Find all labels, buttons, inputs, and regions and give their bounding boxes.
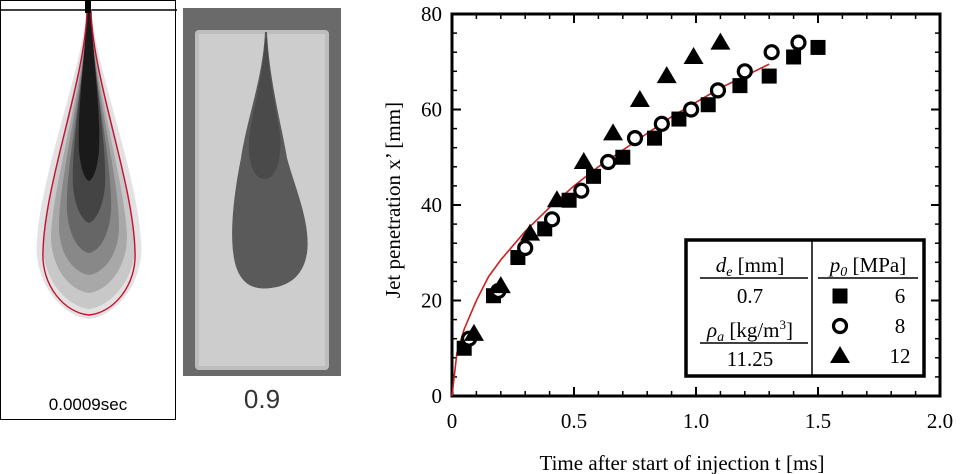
data-point-square	[615, 149, 631, 165]
data-point-circle	[709, 82, 727, 99]
x-tick-label: 1.0	[683, 409, 709, 433]
data-point-circle	[736, 63, 753, 80]
data-point-triangle	[683, 46, 704, 64]
data-point-circle	[683, 101, 700, 118]
legend-rho-header: ρa [kg/m3]	[706, 317, 793, 345]
data-point-triangle	[656, 66, 677, 84]
data-point-triangle	[629, 89, 650, 107]
data-point-square	[671, 111, 687, 127]
data-point-circle	[763, 44, 780, 61]
legend-label: 12	[890, 344, 911, 368]
data-point-circle	[543, 211, 561, 228]
photo-time-label: 0.9	[243, 384, 281, 414]
data-point-triangle	[573, 152, 594, 170]
legend: de [mm] 0.7 ρa [kg/m3] 11.25 p0 [MPa] 6 8…	[684, 238, 926, 378]
legend-entries: 6 8 12	[830, 284, 911, 368]
data-point-triangle	[520, 223, 541, 241]
legend-marker-triangle	[830, 346, 850, 363]
data-markers	[456, 32, 826, 356]
y-tick-label: 40	[421, 193, 442, 217]
legend-label: 6	[895, 284, 906, 308]
simulation-time-label: 0.0009sec	[48, 395, 128, 414]
experiment-photo	[183, 8, 341, 384]
legend-de-value: 0.7	[737, 284, 763, 308]
legend-rho-value: 11.25	[727, 347, 773, 371]
data-point-triangle	[490, 276, 511, 294]
axis-tick-labels: 0 0.5 1.0 1.5 2.0 0 20 40 60 80	[421, 2, 953, 433]
y-tick-label: 80	[421, 2, 442, 26]
legend-p-header: p0 [MPa]	[828, 253, 906, 280]
data-point-square	[586, 168, 602, 184]
x-axis-label: Time after start of injection t [ms]	[540, 451, 825, 474]
x-tick-label: 2.0	[927, 409, 953, 433]
data-point-square	[700, 97, 716, 113]
data-point-circle	[573, 182, 590, 199]
data-point-circle	[653, 115, 670, 132]
data-point-circle	[600, 153, 617, 171]
data-point-triangle	[546, 190, 567, 208]
data-point-triangle	[710, 32, 731, 50]
data-point-circle	[517, 239, 534, 257]
data-point-square	[561, 192, 577, 208]
data-point-square	[786, 49, 802, 65]
data-point-square	[732, 78, 748, 94]
x-tick-label: 0.5	[561, 409, 587, 433]
y-tick-label: 60	[421, 98, 442, 122]
y-axis-label: Jet penetration x’ [mm]	[381, 102, 405, 298]
data-point-circle	[626, 130, 644, 147]
data-point-square	[761, 68, 777, 84]
x-tick-label: 1.5	[805, 409, 831, 433]
x-tick-label: 0	[447, 409, 458, 433]
penetration-chart: 0 0.5 1.0 1.5 2.0 0 20 40 60 80 Time after start …	[381, 2, 953, 474]
legend-marker-circle	[831, 317, 849, 335]
y-tick-label: 0	[432, 384, 443, 408]
data-point-square	[647, 130, 663, 146]
legend-marker-square	[832, 288, 848, 304]
legend-de-header: de [mm]	[716, 253, 785, 280]
data-point-triangle	[463, 323, 484, 341]
simulation-plume	[1, 1, 177, 319]
simulation-panel: 0.0009sec	[0, 0, 177, 420]
axis-ticks	[451, 13, 941, 397]
data-point-triangle	[603, 123, 624, 141]
data-point-square	[810, 39, 826, 55]
y-tick-label: 20	[421, 289, 442, 313]
legend-label: 8	[895, 314, 906, 338]
data-point-circle	[790, 34, 807, 51]
